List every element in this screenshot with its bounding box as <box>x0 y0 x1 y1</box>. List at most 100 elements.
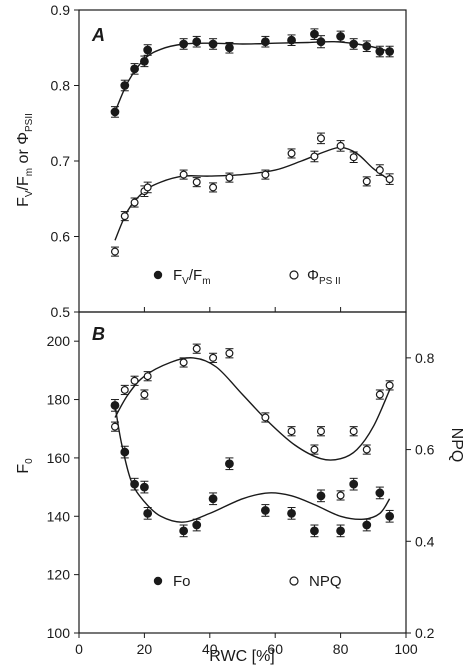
legend-fo-marker <box>153 576 163 586</box>
fvfm-point <box>120 81 130 90</box>
npq-point <box>143 372 152 381</box>
phipsii-point <box>336 141 345 150</box>
legend-phipsii-label: ΦPS II <box>307 267 341 287</box>
fo-point <box>316 491 326 501</box>
npq-point <box>362 445 371 454</box>
npq-point <box>316 427 325 436</box>
fo-point <box>208 494 218 504</box>
phipsii-point <box>316 134 325 143</box>
npq-point <box>130 376 139 385</box>
fvfm-point <box>139 56 149 66</box>
fo-point <box>192 520 202 530</box>
x-tick-label: 60 <box>267 641 283 657</box>
x-tick-label: 80 <box>333 641 349 657</box>
fvfm-point <box>375 47 385 56</box>
fvfm-point <box>143 45 153 55</box>
fvfm-point <box>362 41 372 51</box>
fvfm-point <box>310 29 319 39</box>
fvfm-point <box>385 47 395 56</box>
fvfm-point <box>179 39 189 49</box>
fo-point <box>110 400 120 410</box>
fvfm-point <box>130 64 139 74</box>
npq-point <box>287 427 296 436</box>
fo-point <box>287 508 296 518</box>
phipsii-point <box>225 173 234 182</box>
panel-b-ytick-label: 140 <box>47 508 71 524</box>
phipsii-point <box>385 175 394 184</box>
panel-b-letter: B <box>92 324 105 344</box>
panel-a-ytick-label: 0.6 <box>51 229 71 245</box>
panel-a-ytick-label: 0.5 <box>51 304 71 320</box>
legend-fvfm-marker <box>153 270 163 280</box>
phipsii-point <box>362 177 371 186</box>
panel-b-y2tick-label: 0.2 <box>415 625 435 641</box>
npq-point <box>336 491 345 500</box>
npq-point <box>179 358 188 367</box>
fvfm-fit-line <box>114 40 390 113</box>
panel-b-legend: Fo NPQ <box>153 573 342 590</box>
npq-point <box>110 422 119 431</box>
npq-point <box>349 427 358 436</box>
fvfm-point <box>287 35 296 45</box>
fit-lines <box>114 40 391 523</box>
fo-point <box>385 511 395 521</box>
npq-point <box>385 381 394 390</box>
phipsii-point <box>287 149 296 158</box>
panel-b-ytick-label: 160 <box>47 450 71 466</box>
x-tick-label: 40 <box>202 641 218 657</box>
panel-b-ytick-label: 100 <box>47 625 71 641</box>
panel-b-y2tick-label: 0.6 <box>415 442 435 458</box>
phipsii-point <box>110 247 119 256</box>
fo-point <box>362 520 372 530</box>
panel-b-ylabel-left: F0 <box>15 458 35 474</box>
panel-b-y2tick-label: 0.4 <box>415 533 435 549</box>
phipsii-point <box>349 153 358 162</box>
panel-a-frame <box>78 9 407 313</box>
phipsii-point <box>130 198 139 207</box>
phipsii-point <box>192 178 201 187</box>
fvfm-point <box>110 107 120 117</box>
legend-phipsii-marker <box>289 270 299 280</box>
panel-a-ytick-label: 0.9 <box>51 2 71 18</box>
npq-point <box>225 349 234 358</box>
npq-point <box>140 390 149 399</box>
x-tick-label: 20 <box>137 641 153 657</box>
phipsii-point <box>120 212 129 221</box>
phipsii-point <box>179 170 188 179</box>
fo-point <box>336 526 346 536</box>
x-tick-label: 100 <box>394 641 418 657</box>
panel-a-ytick-label: 0.8 <box>51 78 71 94</box>
panel-b-ytick-label: 200 <box>47 333 71 349</box>
legend-fo-label: Fo <box>173 573 191 590</box>
fvfm-point <box>316 37 326 47</box>
fo-point <box>375 488 385 498</box>
panel-b-y2tick-label: 0.8 <box>415 350 435 366</box>
fvfm-point <box>192 37 202 47</box>
npq-point <box>192 344 201 353</box>
fo-fit-line <box>114 405 391 523</box>
panel-b-ytick-label: 120 <box>47 567 71 583</box>
panel-a-letter: A <box>91 25 105 45</box>
fvfm-point <box>225 43 234 53</box>
npq-point <box>375 390 384 399</box>
phipsii-point <box>209 183 218 192</box>
fo-point <box>143 508 153 518</box>
data-marks <box>110 28 395 538</box>
phipsii-point <box>310 152 319 161</box>
fo-point <box>120 447 130 457</box>
fo-point <box>130 479 139 489</box>
phipsii-point <box>143 183 152 192</box>
phipsii-point <box>261 170 270 179</box>
panel-a-ytick-label: 0.7 <box>51 153 71 169</box>
npq-point <box>120 385 129 394</box>
legend-npq-marker <box>289 576 299 586</box>
fo-point <box>349 479 359 489</box>
panel-b-ytick-label: 180 <box>47 392 71 408</box>
npq-point <box>261 413 270 422</box>
npq-fit-line <box>114 357 391 461</box>
legend-fvfm-label: FV/Fm <box>173 267 211 287</box>
phipsii-fit-line <box>114 146 391 241</box>
axes-layer: 0.5 0.6 0.7 0.8 0.9 100 120 140 160 180 200 0.2 0.4 0… <box>47 2 435 657</box>
phipsii-point <box>375 166 384 175</box>
